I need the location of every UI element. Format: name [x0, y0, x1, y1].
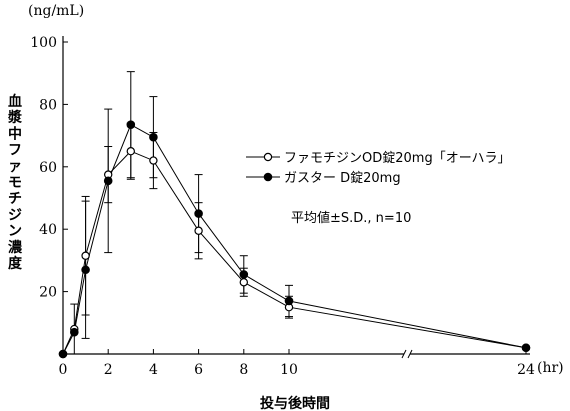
- y-tick-label: 60: [39, 160, 57, 176]
- y-axis-title-char: 濃: [8, 239, 23, 256]
- y-axis-title-char: ァ: [8, 159, 22, 175]
- data-point-filled-circle: [70, 327, 79, 337]
- y-tick-label: 100: [30, 35, 57, 51]
- data-point-filled-circle: [239, 270, 249, 279]
- x-axis-ticks: 0 2 4 6 8 10 24: [59, 349, 535, 378]
- y-axis-title-char: フ: [8, 143, 22, 159]
- data-point-filled-circle: [58, 349, 68, 359]
- x-tick-label: 10: [280, 362, 298, 378]
- data-point-open-circle: [81, 251, 90, 260]
- y-axis-title-char: ン: [8, 224, 22, 240]
- data-point-filled-circle: [149, 132, 158, 142]
- y-axis-unit: (ng/mL): [28, 3, 84, 19]
- x-tick-label: 6: [194, 362, 203, 378]
- x-axis-title: 投与後時間: [260, 395, 330, 411]
- legend-item-series-1: ファモチジンOD錠20mg「オーハラ」: [246, 151, 510, 166]
- y-tick-label: 40: [39, 222, 57, 238]
- x-tick-label: 24: [517, 362, 535, 378]
- x-axis-unit: (hr): [537, 360, 564, 376]
- y-tick-label: 20: [39, 285, 57, 301]
- statistics-note: 平均値±S.D., n=10: [291, 210, 411, 226]
- series-layer: [58, 71, 531, 359]
- data-point-open-circle: [239, 278, 248, 287]
- data-point-filled-circle: [126, 120, 136, 129]
- data-point-filled-circle: [81, 265, 90, 275]
- legend-marker-filled-circle: [263, 172, 273, 182]
- legend-marker-open-circle: [263, 152, 273, 162]
- y-axis-title-char: 漿: [7, 109, 23, 126]
- series-2-points: [58, 120, 531, 359]
- x-axis-break-gap: [404, 348, 410, 360]
- legend-item-series-2: ガスター D錠20mg: [246, 171, 401, 186]
- x-tick-label: 0: [59, 362, 68, 378]
- x-axis-break-mark: [407, 349, 413, 359]
- y-axis-title-char: 度: [8, 255, 23, 272]
- x-tick-label: 8: [239, 362, 248, 378]
- series-2: [62, 71, 527, 355]
- series-line: [62, 150, 527, 355]
- x-tick-label: 4: [149, 362, 158, 378]
- x-axis-break-mark: [401, 349, 407, 359]
- data-point-filled-circle: [103, 176, 113, 186]
- plot-area: [62, 36, 530, 360]
- y-axis-title-char: 血: [8, 93, 22, 110]
- data-point-open-circle: [149, 156, 158, 165]
- series-line: [62, 123, 527, 355]
- y-axis-title-char: チ: [8, 191, 22, 207]
- y-axis-ticks: 20 40 60 80 100: [30, 35, 68, 301]
- data-point-filled-circle: [521, 343, 531, 353]
- legend-label-series-1: ファモチジンOD錠20mg「オーハラ」: [284, 151, 510, 166]
- data-point-filled-circle: [194, 209, 203, 218]
- data-point-filled-circle: [284, 296, 294, 306]
- y-axis-title-char: モ: [8, 175, 22, 191]
- y-axis-title-char: ジ: [8, 207, 22, 223]
- legend-label-series-2: ガスター D錠20mg: [284, 171, 401, 186]
- x-tick-label: 2: [104, 362, 113, 378]
- y-axis-title-char: 中: [8, 125, 22, 142]
- data-point-open-circle: [126, 146, 136, 156]
- y-tick-label: 80: [39, 97, 57, 113]
- data-point-open-circle: [194, 226, 203, 235]
- legend: ファモチジンOD錠20mg「オーハラ」 ガスター D錠20mg: [246, 151, 510, 186]
- y-axis-title: 血漿中ファモチジン濃度: [7, 93, 23, 272]
